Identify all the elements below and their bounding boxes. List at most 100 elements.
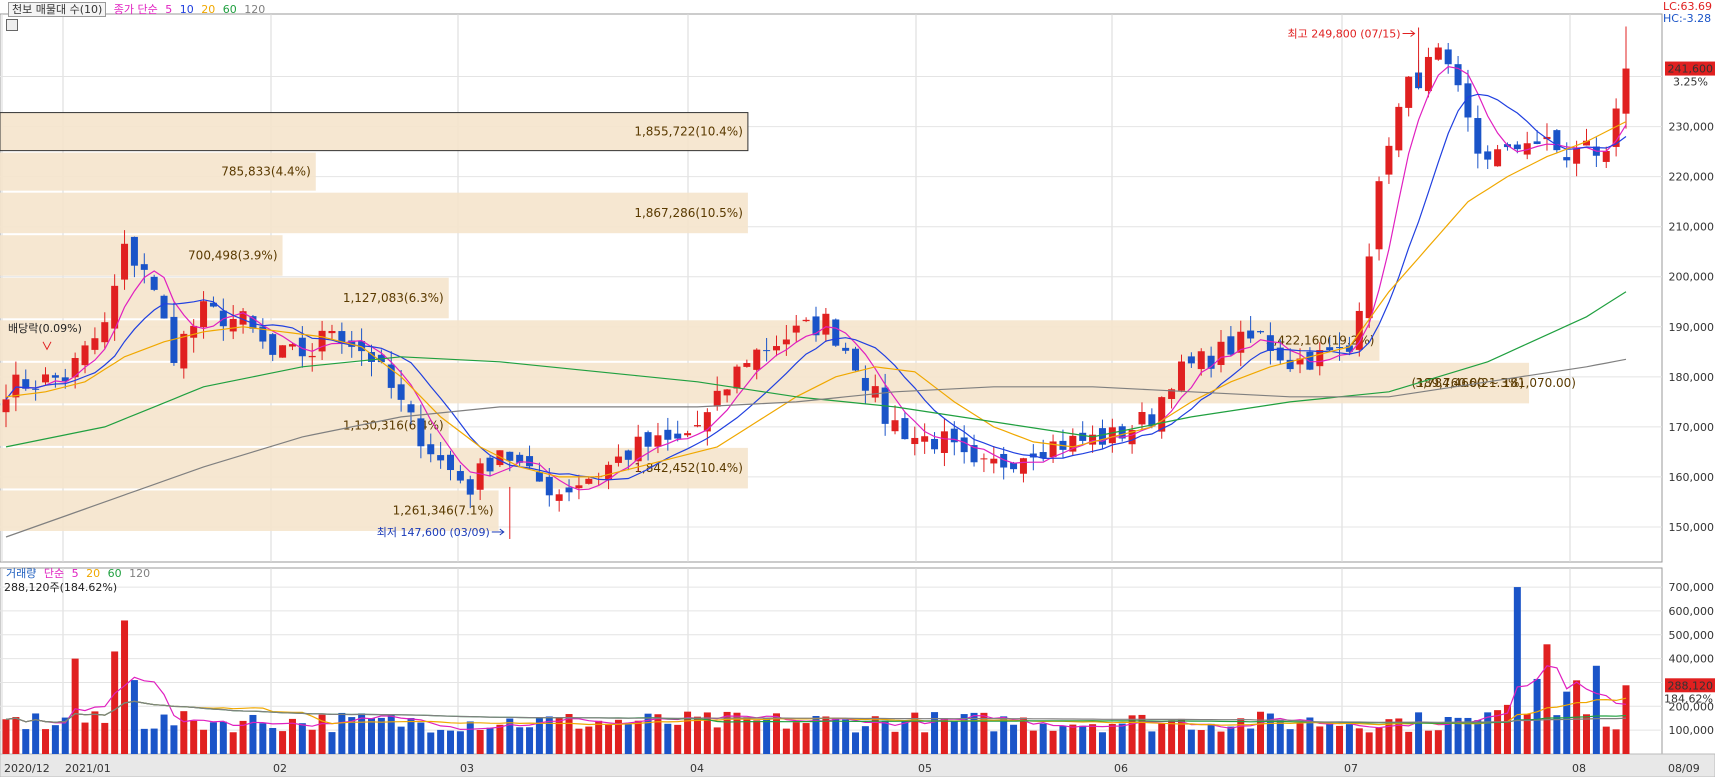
candle-body[interactable] xyxy=(1128,430,1136,445)
volume-bar[interactable] xyxy=(81,722,89,754)
volume-bar[interactable] xyxy=(1415,712,1423,754)
volume-bar[interactable] xyxy=(970,712,978,754)
candle-body[interactable] xyxy=(842,347,850,351)
volume-bar[interactable] xyxy=(871,716,879,754)
candle-body[interactable] xyxy=(279,345,287,358)
candle-body[interactable] xyxy=(308,355,316,358)
candle-body[interactable] xyxy=(269,334,277,355)
candle-body[interactable] xyxy=(644,432,652,447)
volume-bar[interactable] xyxy=(565,714,573,754)
volume-bar[interactable] xyxy=(555,717,563,754)
candle-body[interactable] xyxy=(486,457,494,472)
candle-body[interactable] xyxy=(42,374,50,383)
candle-body[interactable] xyxy=(417,418,425,447)
volume-bar[interactable] xyxy=(644,713,652,754)
volume-bar[interactable] xyxy=(1237,718,1245,754)
candle-body[interactable] xyxy=(1326,347,1334,351)
candle-body[interactable] xyxy=(229,318,237,332)
volume-bar[interactable] xyxy=(802,723,810,754)
candle-body[interactable] xyxy=(1405,76,1413,108)
candle-body[interactable] xyxy=(861,377,869,391)
candle-body[interactable] xyxy=(1286,359,1294,370)
candle-body[interactable] xyxy=(1197,351,1205,370)
volume-bar[interactable] xyxy=(940,718,948,754)
candle-body[interactable] xyxy=(1365,256,1373,319)
volume-bar[interactable] xyxy=(516,727,524,754)
volume-bar[interactable] xyxy=(1118,723,1126,754)
volume-bar[interactable] xyxy=(763,718,771,754)
candle-body[interactable] xyxy=(950,428,958,443)
candle-body[interactable] xyxy=(1395,106,1403,151)
candle-body[interactable] xyxy=(634,436,642,462)
candle-body[interactable] xyxy=(901,418,909,440)
candle-body[interactable] xyxy=(1385,145,1393,175)
volume-bar[interactable] xyxy=(259,723,267,754)
candle-body[interactable] xyxy=(1000,453,1008,468)
grid-icon[interactable] xyxy=(6,19,18,31)
candle-body[interactable] xyxy=(832,319,840,346)
candle-body[interactable] xyxy=(1484,151,1492,160)
candle-body[interactable] xyxy=(575,485,583,489)
candle-body[interactable] xyxy=(1464,83,1472,118)
candle-body[interactable] xyxy=(1336,347,1344,349)
volume-bar[interactable] xyxy=(585,726,593,754)
volume-bar[interactable] xyxy=(782,728,790,754)
volume-bar[interactable] xyxy=(1079,725,1087,754)
candle-body[interactable] xyxy=(535,472,543,482)
candle-body[interactable] xyxy=(1010,462,1018,470)
candle-body[interactable] xyxy=(802,319,810,322)
volume-bar[interactable] xyxy=(1069,724,1077,754)
volume-bar[interactable] xyxy=(792,722,800,754)
candle-body[interactable] xyxy=(743,363,751,367)
candle-body[interactable] xyxy=(852,348,860,371)
candle-body[interactable] xyxy=(526,456,534,467)
volume-bar[interactable] xyxy=(209,722,217,754)
volume-bar[interactable] xyxy=(190,720,198,754)
volume-bar[interactable] xyxy=(1326,723,1334,754)
candle-body[interactable] xyxy=(1316,350,1324,367)
candle-body[interactable] xyxy=(931,438,939,450)
volume-bar[interactable] xyxy=(1454,717,1462,754)
volume-bar[interactable] xyxy=(1494,710,1502,754)
candle-body[interactable] xyxy=(1444,49,1452,65)
volume-profile-zone[interactable] xyxy=(0,192,748,234)
volume-bar[interactable] xyxy=(32,713,40,754)
volume-profile-zone[interactable] xyxy=(0,447,748,489)
volume-bar[interactable] xyxy=(1464,717,1472,754)
candle-body[interactable] xyxy=(1039,452,1047,459)
volume-bar[interactable] xyxy=(624,723,632,754)
volume-bar[interactable] xyxy=(960,714,968,754)
candle-body[interactable] xyxy=(990,458,998,464)
volume-bar[interactable] xyxy=(1276,720,1284,754)
volume-bar[interactable] xyxy=(1316,726,1324,754)
volume-bar[interactable] xyxy=(219,721,227,754)
volume-bar[interactable] xyxy=(476,729,484,754)
volume-bar[interactable] xyxy=(417,722,425,754)
volume-bar[interactable] xyxy=(328,732,336,754)
candle-body[interactable] xyxy=(1168,389,1176,399)
volume-bar[interactable] xyxy=(1128,715,1136,754)
volume-bar[interactable] xyxy=(466,721,474,754)
volume-profile-label[interactable]: 천보 매물대 수(10) xyxy=(8,2,107,17)
candle-body[interactable] xyxy=(427,444,435,455)
volume-bar[interactable] xyxy=(229,732,237,754)
candle-body[interactable] xyxy=(328,330,336,334)
candle-body[interactable] xyxy=(239,311,247,325)
volume-bar[interactable] xyxy=(1582,714,1590,754)
volume-bar[interactable] xyxy=(456,731,464,754)
volume-bar[interactable] xyxy=(1247,728,1255,754)
candle-body[interactable] xyxy=(1582,140,1590,146)
volume-bar[interactable] xyxy=(832,717,840,754)
candle-body[interactable] xyxy=(970,445,978,463)
volume-bar[interactable] xyxy=(1365,732,1373,754)
candle-body[interactable] xyxy=(684,433,692,436)
candle-body[interactable] xyxy=(921,436,929,442)
volume-bar[interactable] xyxy=(1563,691,1571,754)
candle-body[interactable] xyxy=(32,388,40,390)
volume-profile-zone[interactable] xyxy=(0,112,749,152)
volume-bar[interactable] xyxy=(1355,728,1363,754)
candle-body[interactable] xyxy=(1098,428,1106,445)
volume-bar[interactable] xyxy=(140,728,148,754)
candle-body[interactable] xyxy=(259,326,267,342)
volume-bar[interactable] xyxy=(743,717,751,754)
